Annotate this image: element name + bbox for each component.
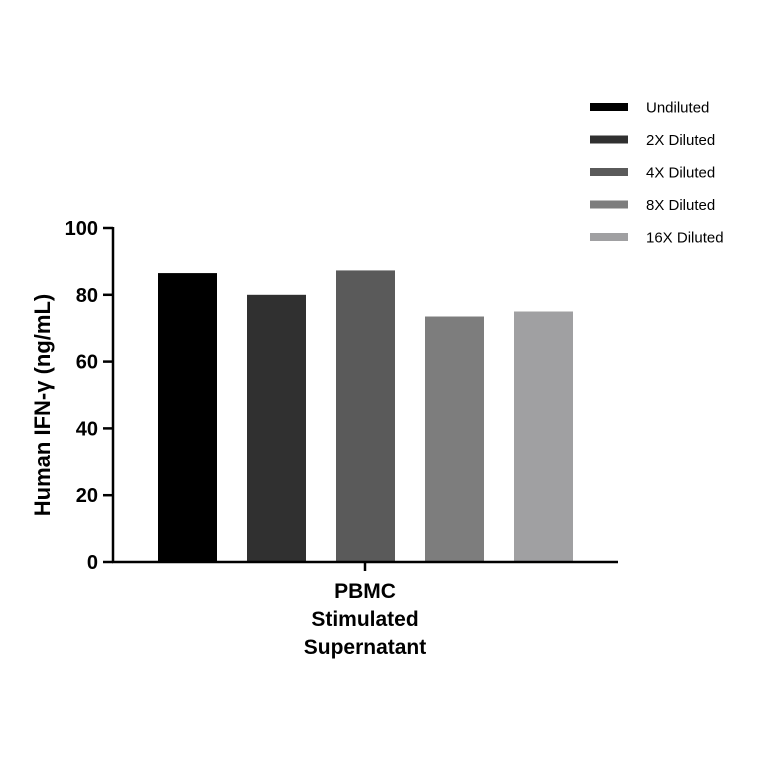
legend: Undiluted 2X Diluted 4X Diluted 8X Diluted 1…	[590, 100, 724, 247]
y-tick-label: 80	[76, 285, 98, 307]
bars-group	[158, 270, 573, 562]
y-tick-label: 40	[76, 418, 98, 440]
legend-label: 8X Diluted	[646, 197, 715, 214]
y-axis-title: Human IFN-γ (ng/mL)	[30, 294, 55, 516]
y-tick-label: 60	[76, 352, 98, 374]
y-tick-label: 20	[76, 485, 98, 507]
bar-16x-diluted	[514, 311, 573, 562]
legend-label: 4X Diluted	[646, 165, 715, 182]
bar-4x-diluted	[336, 270, 395, 562]
legend-label: 16X Diluted	[646, 230, 724, 247]
y-tick-label: 100	[65, 218, 98, 240]
category-label-line-3: Supernatant	[304, 636, 427, 659]
legend-swatch	[590, 233, 628, 241]
legend-swatch	[590, 135, 628, 144]
y-ticks-group: 0 20 40 60 80 100	[65, 218, 113, 574]
legend-swatch	[590, 103, 628, 111]
bar-8x-diluted	[425, 316, 484, 562]
bar-2x-diluted	[247, 294, 306, 562]
category-label-line-2: Stimulated	[311, 608, 418, 631]
legend-swatch	[590, 168, 628, 176]
legend-label: Undiluted	[646, 100, 709, 117]
legend-label: 2X Diluted	[646, 132, 715, 149]
axes-group	[111, 227, 618, 571]
bar-undiluted	[158, 273, 217, 562]
category-label: PBMC Stimulated Supernatant	[304, 580, 427, 659]
legend-swatch	[590, 200, 628, 209]
category-label-line-1: PBMC	[334, 580, 396, 603]
y-tick-label: 0	[87, 552, 98, 574]
